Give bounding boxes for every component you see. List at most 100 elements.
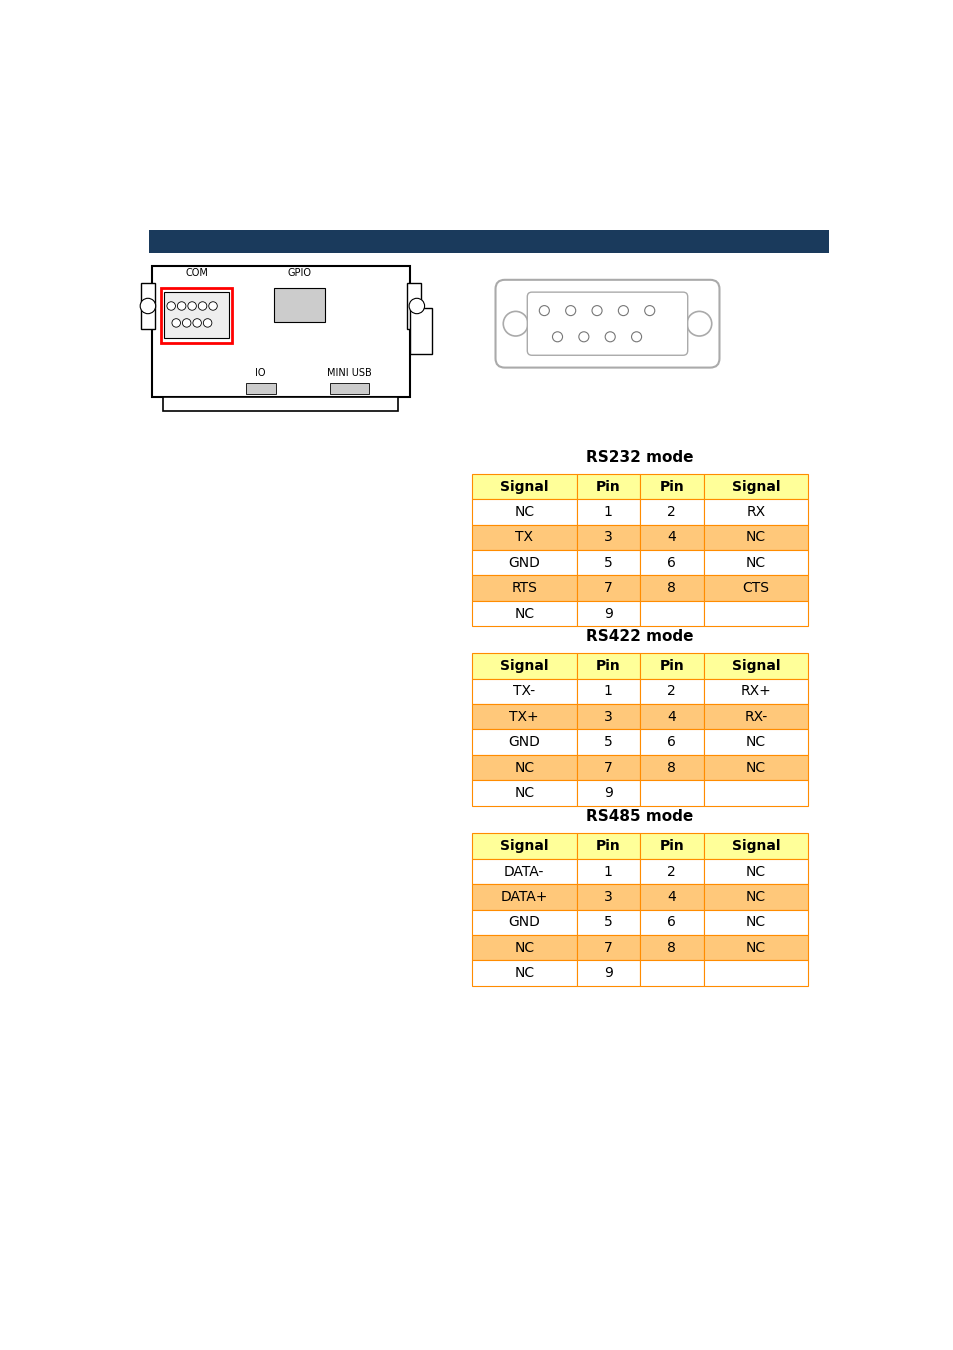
Text: NC: NC	[514, 505, 534, 518]
Text: GND: GND	[508, 915, 539, 929]
Bar	[639, 960, 703, 985]
Bar	[472, 780, 576, 806]
Bar	[246, 383, 275, 394]
Bar	[639, 549, 703, 575]
Bar	[703, 910, 807, 936]
Bar	[472, 500, 576, 525]
Text: Signal: Signal	[499, 840, 548, 853]
Text: 5: 5	[603, 915, 612, 929]
Bar	[472, 936, 576, 960]
Text: GND: GND	[508, 736, 539, 749]
Text: NC: NC	[514, 941, 534, 954]
Text: NC: NC	[745, 556, 765, 570]
Text: RTS: RTS	[511, 582, 537, 595]
Bar	[576, 679, 639, 705]
Bar	[703, 960, 807, 985]
Text: COM: COM	[185, 267, 208, 278]
Bar	[472, 884, 576, 910]
Text: 6: 6	[667, 915, 676, 929]
Circle shape	[644, 305, 654, 316]
Bar	[576, 474, 639, 500]
Text: Signal: Signal	[499, 659, 548, 672]
Bar	[472, 705, 576, 729]
Text: 3: 3	[603, 531, 612, 544]
Text: 5: 5	[603, 556, 612, 570]
Bar	[703, 653, 807, 679]
Text: 1: 1	[603, 505, 612, 518]
Text: TX+: TX+	[509, 710, 538, 724]
Bar	[703, 525, 807, 549]
Text: Pin: Pin	[596, 659, 620, 672]
Bar	[703, 755, 807, 780]
Text: NC: NC	[745, 890, 765, 905]
Bar	[703, 833, 807, 859]
Bar	[576, 833, 639, 859]
Text: IO: IO	[254, 367, 265, 378]
Circle shape	[209, 302, 217, 311]
Circle shape	[552, 332, 562, 342]
Text: 4: 4	[667, 710, 676, 724]
Text: 2: 2	[667, 864, 676, 879]
Text: Signal: Signal	[731, 479, 780, 494]
Bar	[576, 859, 639, 884]
Text: GPIO: GPIO	[287, 267, 311, 278]
Bar	[330, 383, 369, 394]
Text: 8: 8	[667, 582, 676, 595]
Text: 7: 7	[603, 760, 612, 775]
Bar	[472, 960, 576, 985]
Bar	[703, 575, 807, 601]
Bar	[274, 288, 324, 323]
Bar	[472, 859, 576, 884]
Bar	[406, 284, 420, 329]
Circle shape	[409, 298, 424, 313]
Text: TX-: TX-	[513, 684, 535, 698]
Bar	[472, 575, 576, 601]
Bar	[639, 833, 703, 859]
Text: RX+: RX+	[740, 684, 770, 698]
Bar	[639, 679, 703, 705]
Text: 4: 4	[667, 890, 676, 905]
Text: NC: NC	[745, 864, 765, 879]
Bar	[141, 284, 154, 329]
Bar	[161, 288, 233, 343]
Text: NC: NC	[514, 760, 534, 775]
Text: NC: NC	[745, 915, 765, 929]
Circle shape	[193, 319, 201, 327]
Text: 9: 9	[603, 606, 612, 621]
Bar	[703, 884, 807, 910]
Circle shape	[618, 305, 628, 316]
FancyBboxPatch shape	[527, 292, 687, 355]
Text: 3: 3	[603, 710, 612, 724]
Text: RS485 mode: RS485 mode	[586, 809, 693, 825]
Bar	[576, 705, 639, 729]
Bar	[639, 474, 703, 500]
Text: NC: NC	[745, 760, 765, 775]
Bar	[576, 575, 639, 601]
Bar	[639, 653, 703, 679]
Bar	[472, 910, 576, 936]
Circle shape	[167, 302, 175, 311]
Bar	[703, 549, 807, 575]
Circle shape	[503, 312, 528, 336]
Circle shape	[686, 312, 711, 336]
Circle shape	[538, 305, 549, 316]
Bar	[703, 679, 807, 705]
Bar	[576, 936, 639, 960]
Bar	[472, 474, 576, 500]
Bar	[639, 729, 703, 755]
Circle shape	[578, 332, 588, 342]
Text: 9: 9	[603, 786, 612, 801]
Text: 8: 8	[667, 760, 676, 775]
Bar	[703, 500, 807, 525]
Text: 6: 6	[667, 556, 676, 570]
Bar	[576, 755, 639, 780]
Bar	[703, 474, 807, 500]
Bar	[472, 653, 576, 679]
Text: 1: 1	[603, 864, 612, 879]
Text: 2: 2	[667, 505, 676, 518]
Bar	[576, 500, 639, 525]
Bar	[639, 705, 703, 729]
Text: DATA+: DATA+	[500, 890, 547, 905]
Text: MINI USB: MINI USB	[327, 367, 372, 378]
Bar	[149, 230, 828, 252]
